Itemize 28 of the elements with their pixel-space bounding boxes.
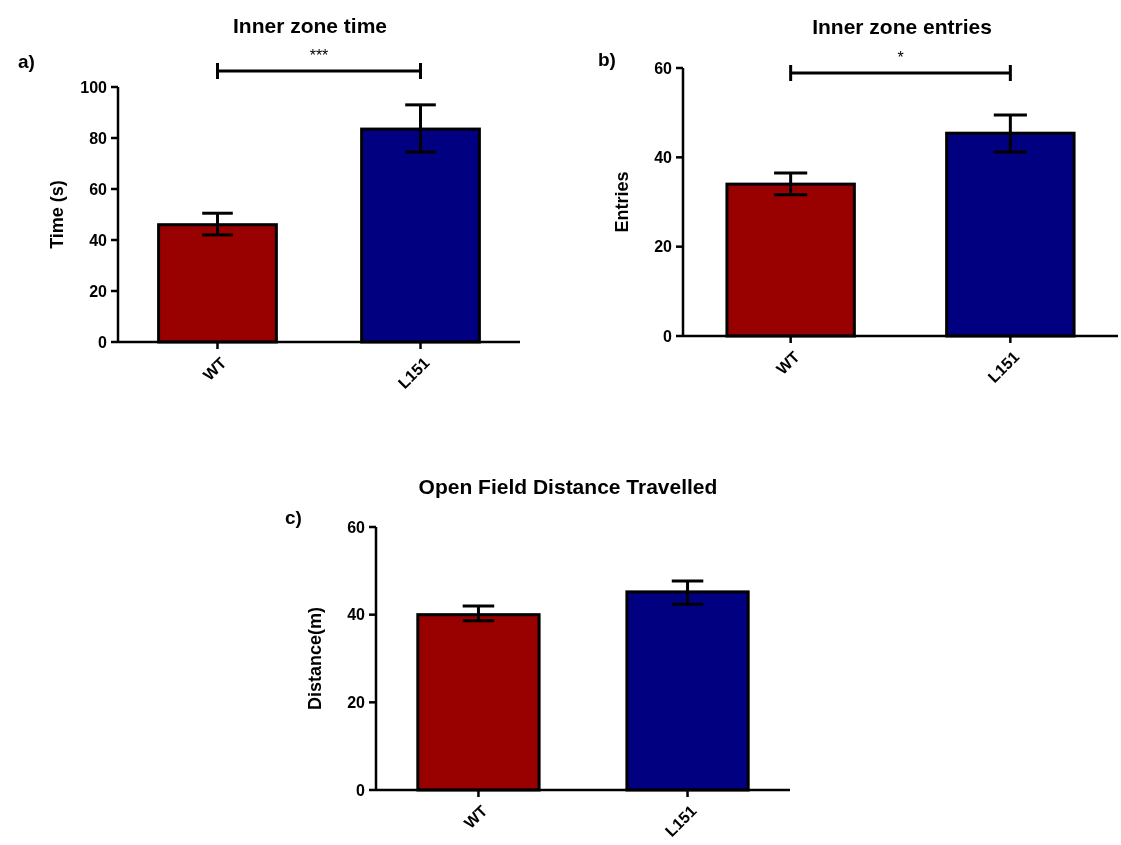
text: c) (285, 507, 302, 528)
y-tick-label: 60 (654, 59, 673, 77)
chart-title: Inner zone time (232, 14, 388, 37)
y-axis-title: Entries (612, 171, 632, 233)
y-tick-label: 0 (663, 327, 673, 345)
y-tick-label: 40 (347, 606, 366, 624)
y-tick-label: 20 (347, 693, 366, 711)
text: a) (18, 51, 35, 72)
y-tick-label: 0 (356, 781, 366, 799)
text: *** (309, 47, 329, 64)
y-tick-label: 60 (347, 518, 366, 536)
chart-title: Inner zone entries (812, 15, 992, 38)
y-tick-label: 20 (654, 238, 673, 256)
y-tick-label: 80 (89, 129, 108, 147)
text: * (897, 49, 904, 66)
y-tick-label: 0 (98, 333, 108, 351)
x-tick-label: WT (199, 353, 230, 384)
y-tick-label: 20 (89, 282, 108, 300)
x-tick-label: WT (773, 347, 803, 378)
y-tick-label: 100 (80, 78, 108, 96)
y-axis-title: Distance(m) (305, 606, 325, 711)
x-tick-label: WT (460, 801, 491, 832)
text: b) (598, 49, 616, 70)
y-axis-title: Time (s) (47, 180, 67, 249)
y-tick-label: 40 (654, 148, 673, 166)
chart-title: Open Field Distance Travelled (418, 475, 718, 498)
y-tick-label: 60 (89, 180, 108, 198)
y-tick-label: 40 (89, 231, 108, 249)
